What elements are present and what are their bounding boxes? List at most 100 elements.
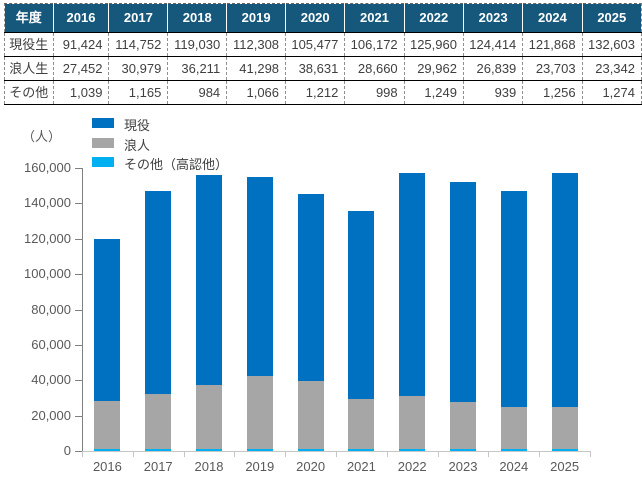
x-category-label: 2024 [499,459,529,474]
legend-swatch [92,138,114,148]
value-cell: 28,660 [344,56,405,81]
value-cell: 29,962 [404,56,464,81]
bar-segment-浪人 [399,395,426,449]
y-tick-label: 140,000 [24,195,71,211]
bar-segment-その他（高認他） [297,448,324,451]
year-header-cell: 2019 [226,3,287,33]
bar-segment-現役 [551,172,578,408]
year-header-cell: 2020 [285,3,346,33]
bar-segment-現役 [399,173,426,396]
x-category-label: 2017 [143,459,173,474]
legend-label: その他（高認他） [124,157,229,172]
x-category-label: 2022 [397,459,427,474]
bar-segment-その他（高認他） [196,449,222,451]
y-tick-label: 20,000 [31,407,71,423]
value-cell: 27,452 [53,56,110,81]
x-tick-mark [590,452,591,457]
table-row: 現役生 91,424 114,752 119,030 112,308 105,477 106… [4,32,642,57]
bar-segment-その他（高認他） [450,449,476,451]
y-tick-mark [75,380,82,382]
y-tick-mark [75,238,82,240]
bar-segment-浪人 [196,385,222,450]
year-header-cell: 2018 [167,3,228,33]
year-header-cell: 2022 [404,3,464,33]
x-tick-mark [82,452,83,457]
value-cell: 41,298 [226,56,287,81]
table-header-row: 年度 2016 2017 2018 2019 2020 2021 2022 2023 2024 2… [4,3,642,33]
x-tick-mark [183,452,185,457]
bar-segment-現役 [246,177,273,377]
x-tick-mark [285,452,287,457]
bar-segment-その他（高認他） [145,448,172,451]
legend-swatch [92,157,114,167]
value-cell: 38,631 [285,56,346,81]
value-cell: 1,274 [602,85,635,100]
y-tick-label: 100,000 [24,266,71,282]
x-tick-mark [234,452,236,457]
bar-segment-浪人 [145,394,172,449]
year-header-cell: 2016 [53,3,110,33]
value-cell: 998 [344,80,405,105]
bar-segment-その他（高認他） [500,448,527,451]
y-tick-label: 120,000 [24,230,71,246]
y-tick-mark [75,451,82,452]
bar-segment-浪人 [348,398,375,450]
y-tick-mark [75,309,82,311]
x-tick-mark [336,452,337,457]
y-tick-label: 0 [63,443,71,458]
x-tick-mark [488,452,490,457]
bar-segment-現役 [196,174,222,386]
value-cell: 119,030 [167,32,228,57]
year-header-cell: 年度 [4,3,54,33]
legend-label: 浪人 [124,138,151,153]
x-tick-mark [386,452,388,457]
value-cell: 939 [463,80,524,105]
year-header-cell: 2023 [463,3,524,33]
legend-label: 現役 [124,118,151,133]
y-tick-label: 80,000 [31,301,71,317]
bar-segment-現役 [94,238,121,401]
value-cell: 23,703 [522,56,583,81]
bar-segment-現役 [450,181,476,402]
value-cell: 106,172 [344,32,405,57]
value-cell: 112,308 [226,32,287,57]
bar-segment-現役 [145,191,172,395]
value-cell: 26,839 [463,56,524,81]
bar-segment-その他（高認他） [246,449,273,451]
table-row: その他 1,039 1,165 984 1,066 1,212 998 1,249 939 1,2… [4,80,642,105]
y-tick-mark [75,344,82,346]
value-cell: 105,477 [285,32,346,57]
y-tick-mark [75,415,82,417]
value-cell: 114,752 [108,32,169,57]
bar-segment-現役 [348,210,375,399]
bar-segment-その他（高認他） [94,449,121,451]
bar-segment-現役 [297,193,324,381]
x-tick-mark [437,452,439,457]
year-header-cell: 2017 [108,3,169,33]
x-category-label: 2023 [448,459,478,474]
y-tick-mark [75,274,82,276]
table-row: 浪人生 27,452 30,979 36,211 41,298 38,631 28,660 2… [4,56,642,81]
legend-swatch [92,118,114,128]
value-cell: 1,256 [522,80,583,105]
bar-segment-その他（高認他） [399,448,426,451]
bar-segment-浪人 [551,407,578,449]
y-axis-line [82,168,83,451]
value-cell: 132,603 [582,32,642,57]
value-cell: 91,424 [53,32,110,57]
y-tick-label: 40,000 [31,372,71,388]
x-category-label: 2020 [296,459,326,474]
year-header-cell: 2025 [582,3,642,33]
value-cell: 124,414 [463,32,524,57]
value-cell: 36,211 [167,56,228,81]
value-cell: 23,342 [582,56,642,81]
y-tick-label: 60,000 [31,336,71,352]
yearly-data-table: 年度 2016 2017 2018 2019 2020 2021 2022 2023 2024 2… [4,3,642,105]
value-cell: 125,960 [404,32,464,57]
y-tick-label: 160,000 [24,160,71,175]
value-cell: 1,039 [53,80,110,105]
x-category-label: 2025 [550,459,580,474]
x-category-label: 2021 [346,459,376,474]
